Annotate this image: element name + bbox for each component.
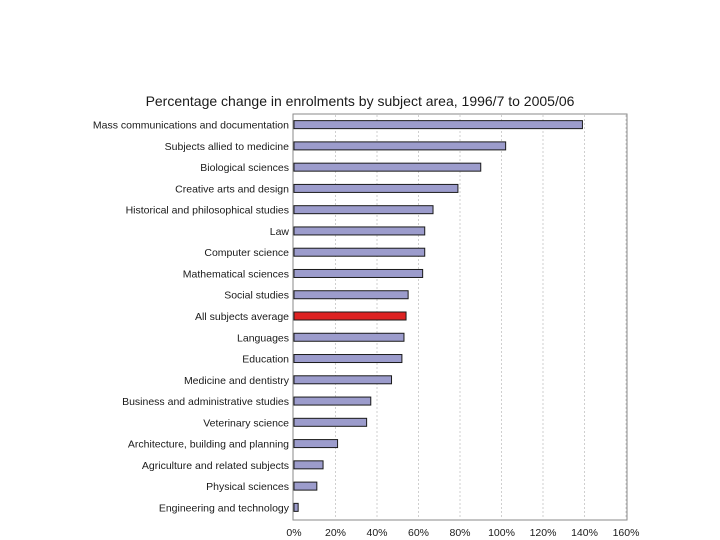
bar (293, 375, 393, 385)
x-tick-label: 100% (488, 527, 515, 539)
category-label: Medicine and dentistry (184, 375, 290, 387)
category-label: Creative arts and design (175, 183, 289, 195)
bar (293, 205, 434, 215)
x-tick-label: 0% (286, 527, 301, 539)
bar (293, 120, 583, 130)
bar (293, 417, 368, 427)
bar (293, 226, 426, 236)
x-tick-label: 140% (571, 527, 598, 539)
category-label: Computer science (204, 247, 289, 259)
bar (293, 183, 459, 193)
category-label: Languages (237, 332, 289, 344)
category-label: Historical and philosophical studies (126, 205, 289, 217)
category-label: Subjects allied to medicine (165, 141, 289, 153)
bar (293, 502, 299, 512)
category-label: Mass communications and documentation (93, 120, 289, 132)
bar (293, 396, 372, 406)
x-tick-label: 80% (449, 527, 470, 539)
bar (293, 290, 409, 300)
bar (293, 460, 324, 470)
category-label: All subjects average (195, 311, 289, 323)
x-tick-label: 20% (325, 527, 346, 539)
tick-labels: 0% 20% 40% 60% 80% 100% 120% 140% 160% (286, 527, 639, 539)
category-label: Engineering and technology (159, 502, 290, 514)
bar (293, 247, 426, 257)
bar (293, 268, 424, 278)
chart-title: Percentage change in enrolments by subje… (145, 93, 575, 109)
category-labels: Mass communications and documentation Sub… (93, 120, 290, 515)
x-tick-label: 120% (530, 527, 557, 539)
x-tick-label: 40% (366, 527, 387, 539)
bar (293, 311, 407, 321)
category-label: Architecture, building and planning (128, 439, 289, 451)
category-label: Veterinary science (203, 417, 289, 429)
category-label: Biological sciences (200, 162, 289, 174)
category-label: Mathematical sciences (183, 268, 289, 280)
bar (293, 332, 405, 342)
bar (293, 354, 403, 364)
bars (293, 120, 583, 512)
x-tick-label: 160% (613, 527, 640, 539)
bar (293, 162, 482, 172)
category-label: Business and administrative studies (122, 396, 289, 408)
category-label: Agriculture and related subjects (142, 460, 289, 472)
bar (293, 439, 339, 449)
bar (293, 481, 318, 491)
category-label: Physical sciences (206, 481, 289, 493)
category-label: Law (270, 226, 290, 238)
category-label: Education (242, 354, 289, 366)
category-label: Social studies (224, 290, 289, 302)
x-tick-label: 60% (408, 527, 429, 539)
bar (293, 141, 507, 151)
